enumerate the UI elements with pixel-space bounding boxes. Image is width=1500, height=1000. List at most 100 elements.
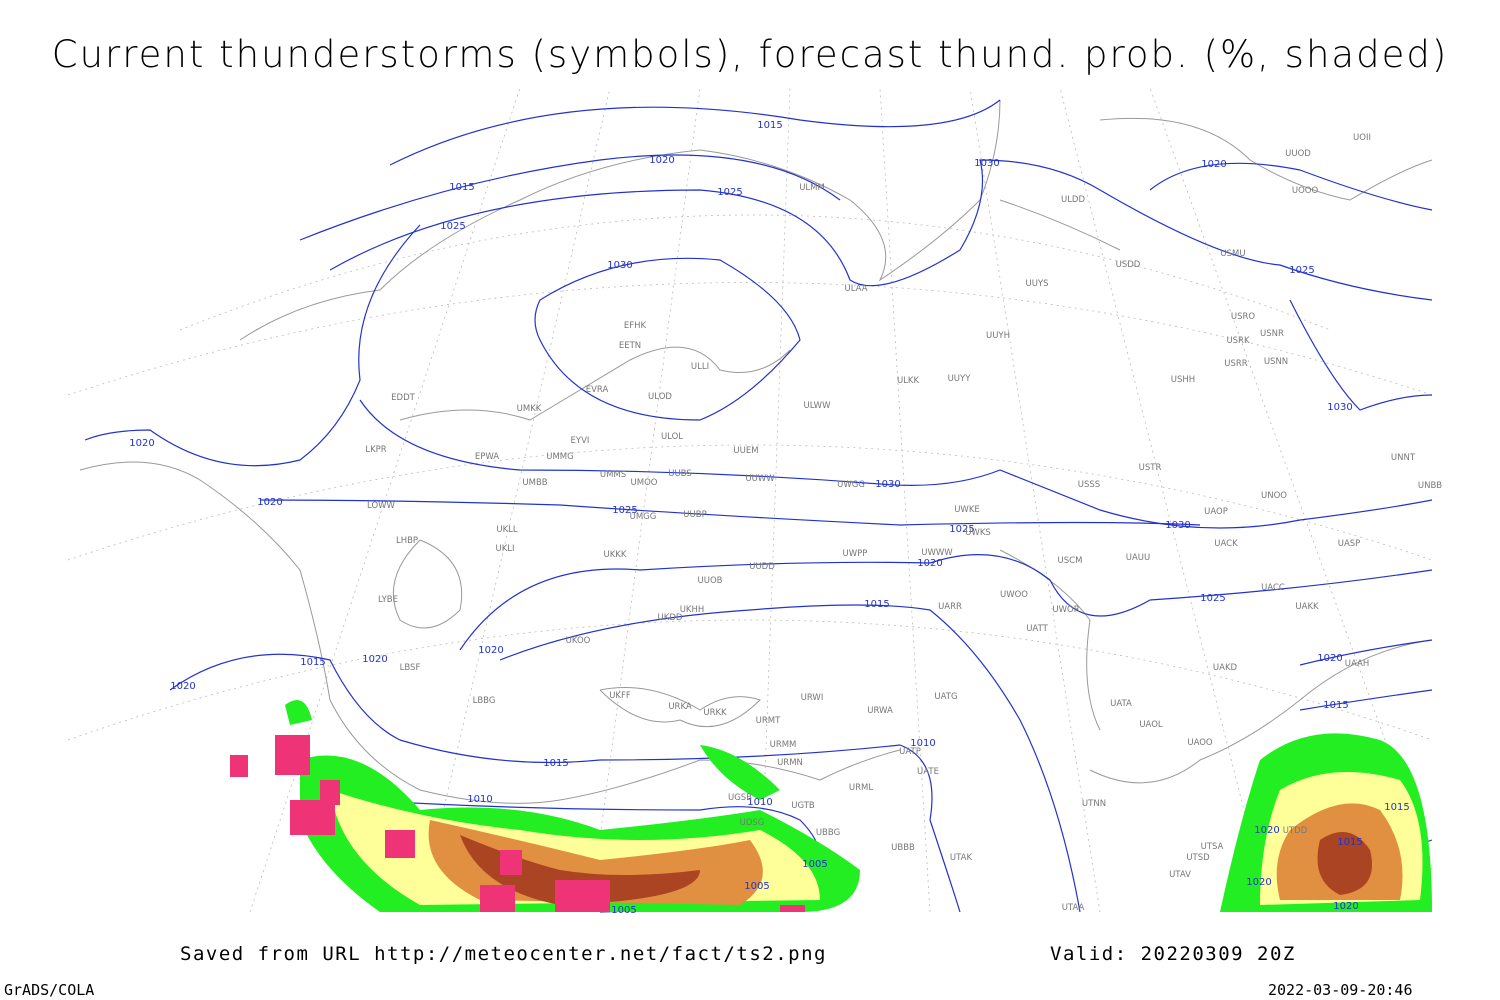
- station-code: UKHH: [680, 605, 705, 615]
- station-code: ULWW: [804, 401, 832, 411]
- station-code: ULDD: [1061, 195, 1086, 205]
- station-code: ULLI: [691, 362, 709, 372]
- station-code: UGSB: [728, 793, 752, 803]
- station-code: ULAA: [844, 284, 867, 294]
- station-code: UKLL: [496, 525, 518, 535]
- station-code: UWGG: [837, 480, 865, 490]
- station-code: UKFF: [609, 691, 631, 701]
- isobar-label: 1025: [949, 524, 974, 535]
- station-code: UATP: [899, 747, 921, 757]
- isobar-label: 1025: [1200, 593, 1225, 604]
- station-code: URKK: [703, 708, 727, 718]
- isobar-label: 1020: [1317, 653, 1342, 664]
- station-code: UUBP: [683, 510, 706, 520]
- isobar-label: 1005: [802, 859, 827, 870]
- station-code: URWI: [801, 693, 824, 703]
- station-code: UATG: [934, 692, 957, 702]
- station-code: USNN: [1264, 357, 1288, 367]
- station-code: USTR: [1139, 463, 1162, 473]
- station-code: LOWW: [367, 501, 396, 511]
- station-code: LKPR: [365, 445, 386, 455]
- station-code: USRO: [1231, 312, 1256, 322]
- title: Current thunderstorms (symbols), forecas…: [52, 33, 1449, 76]
- station-code: UMMS: [600, 470, 626, 480]
- station-code: EDDT: [391, 393, 415, 403]
- station-code: URWA: [867, 706, 893, 716]
- station-code: UMKK: [517, 404, 542, 414]
- station-code: UUYY: [948, 374, 972, 384]
- isobar-label: 1010: [910, 738, 935, 749]
- graticule: [67, 87, 1433, 913]
- station-code: UAUU: [1126, 553, 1150, 563]
- station-code: URMT: [756, 716, 781, 726]
- station-code: UGTB: [791, 801, 815, 811]
- isobar-label: 1020: [129, 438, 154, 449]
- station-code: URKA: [668, 702, 692, 712]
- station-code: UUBS: [668, 469, 692, 479]
- isobar-label: 1015: [543, 758, 568, 769]
- isobar-label: 1020: [257, 497, 282, 508]
- station-code: UOII: [1353, 133, 1371, 143]
- station-code: UUYS: [1025, 279, 1048, 289]
- thunderstorm-probability-shading: [285, 700, 1432, 912]
- station-code: UTDD: [1283, 826, 1308, 836]
- isobar-label: 1030: [1165, 520, 1190, 531]
- station-code: UUOB: [698, 576, 723, 586]
- map-labels: 1015 1020 1015 1025 1025 1030 1030 1020 1025 1030…: [129, 120, 1442, 916]
- valid-time: Valid: 20220309 20Z: [1050, 943, 1296, 965]
- station-code: USHH: [1171, 375, 1195, 385]
- station-code: LHBP: [396, 536, 418, 546]
- station-code: UWKE: [954, 505, 980, 515]
- station-code: UMGG: [630, 512, 657, 522]
- station-code: UUOD: [1285, 149, 1311, 159]
- isobar-label: 1015: [1323, 700, 1348, 711]
- station-code: UUEM: [733, 446, 758, 456]
- station-code: UUDD: [749, 562, 775, 572]
- station-code: UACK: [1214, 539, 1238, 549]
- station-code: UWWW: [921, 548, 953, 558]
- isobar-label: 1010: [467, 794, 492, 805]
- station-code: UMOO: [631, 478, 658, 488]
- isobar-label: 1005: [611, 905, 636, 916]
- station-code: UAKK: [1295, 602, 1319, 612]
- station-code: UTAK: [950, 853, 973, 863]
- station-code: UAOL: [1139, 720, 1163, 730]
- station-code: URMN: [777, 758, 803, 768]
- isobars: [84, 99, 1433, 913]
- station-code: UOOO: [1292, 186, 1319, 196]
- station-code: UMMG: [546, 452, 573, 462]
- isobar-label: 1025: [440, 221, 465, 232]
- station-code: UNOO: [1261, 491, 1287, 501]
- station-code: UNBB: [1418, 481, 1442, 491]
- isobar-label: 1020: [917, 558, 942, 569]
- isobar-label: 1015: [1384, 802, 1409, 813]
- station-code: USRR: [1224, 359, 1248, 369]
- station-code: UBBB: [891, 843, 915, 853]
- station-code: UACC: [1261, 583, 1285, 593]
- station-code: EYVI: [571, 436, 590, 446]
- station-code: ULKK: [897, 376, 920, 386]
- isobar-label: 1020: [1254, 825, 1279, 836]
- station-code: UTAA: [1062, 903, 1085, 913]
- station-code: ULMM: [799, 183, 825, 193]
- station-code: USRK: [1226, 336, 1250, 346]
- isobar-label: 1030: [607, 260, 632, 271]
- station-code: EFHK: [624, 321, 647, 331]
- station-code: UAKD: [1213, 663, 1238, 673]
- isobar-label: 1025: [717, 187, 742, 198]
- station-code: USNR: [1260, 329, 1284, 339]
- station-code: UBBG: [816, 828, 840, 838]
- station-code: URMM: [770, 740, 797, 750]
- station-code: UASP: [1338, 539, 1361, 549]
- station-code: UARR: [938, 602, 962, 612]
- station-code: UTSA: [1201, 842, 1224, 852]
- software-credit: GrADS/COLA: [4, 981, 94, 999]
- station-code: UTAV: [1169, 870, 1191, 880]
- station-code: UWOO: [1000, 590, 1028, 600]
- station-code: UDSG: [740, 818, 765, 828]
- station-code: LYBE: [378, 595, 398, 605]
- station-code: UWKS: [965, 528, 991, 538]
- station-code: UAAH: [1345, 659, 1369, 669]
- isobar-label: 1005: [744, 881, 769, 892]
